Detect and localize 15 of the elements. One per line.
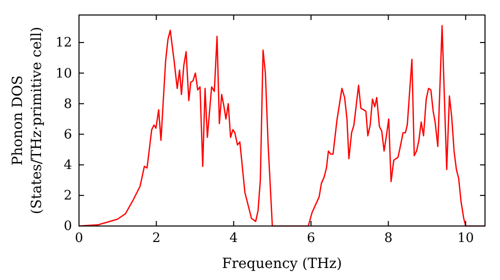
y-tick-label: 0 bbox=[64, 219, 72, 234]
y-tick-label: 4 bbox=[64, 158, 72, 173]
x-tick-label: 0 bbox=[74, 231, 84, 246]
x-axis-title: Frequency (THz) bbox=[222, 256, 342, 272]
x-tick-label: 2 bbox=[152, 231, 160, 246]
x-tick-label: 4 bbox=[230, 231, 238, 246]
x-tick-label: 10 bbox=[457, 231, 474, 246]
y-tick-label: 12 bbox=[55, 36, 72, 51]
y-tick-label: 10 bbox=[55, 66, 72, 82]
y-tick-label: 8 bbox=[64, 96, 72, 112]
y-tick-label: 6 bbox=[64, 127, 72, 142]
y-tick-label: 2 bbox=[64, 188, 72, 204]
x-tick-label: 8 bbox=[384, 231, 392, 246]
x-tick-label: 6 bbox=[306, 231, 316, 246]
y-axis-title: Phonon DOS (States/THz·primitive cell) bbox=[10, 26, 45, 214]
